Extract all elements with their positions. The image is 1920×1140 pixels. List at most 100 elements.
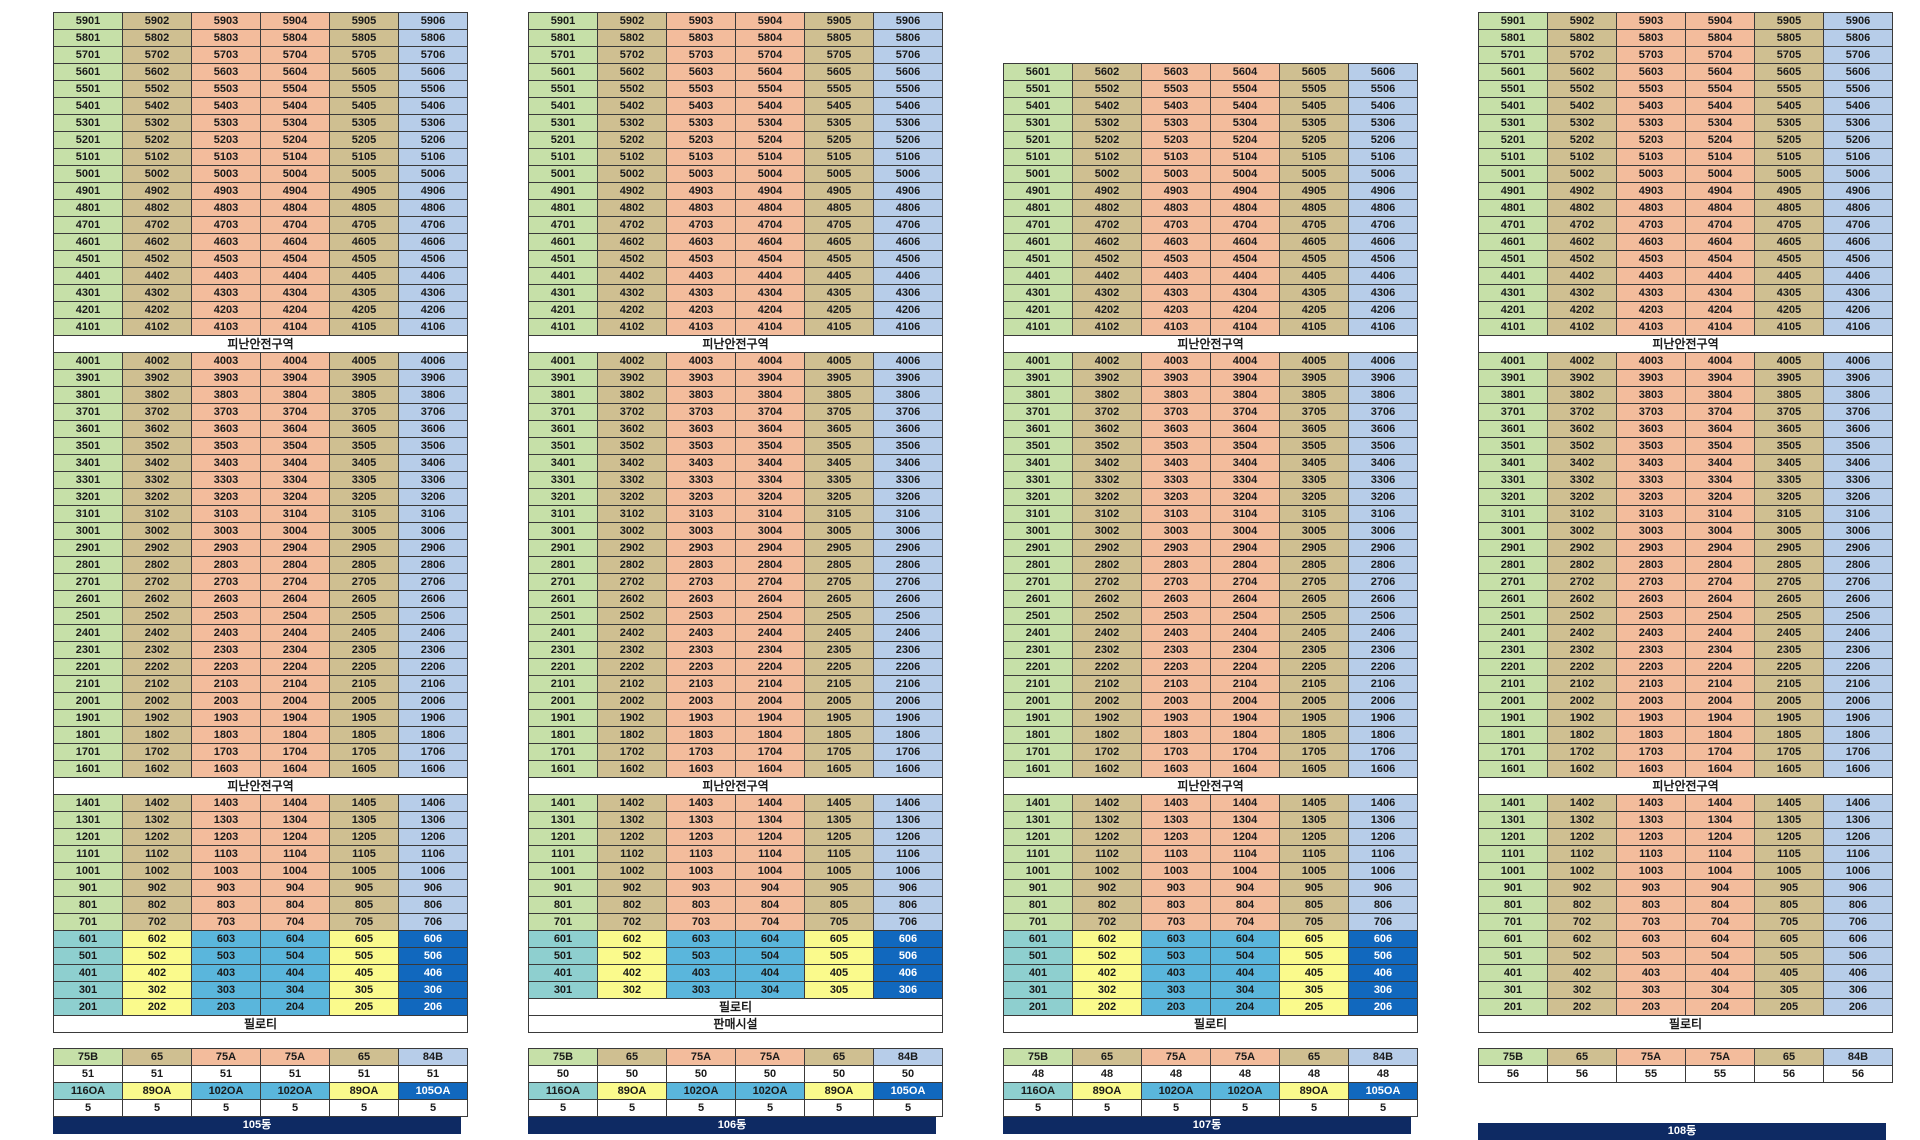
sub-count-cell: 5 bbox=[1072, 1099, 1142, 1117]
unit-cell: 4103 bbox=[191, 318, 261, 336]
floor-row: 3201 3202 3203 3204 3205 3206 bbox=[528, 488, 943, 506]
unit-cell: 5602 bbox=[1072, 63, 1142, 81]
unit-cell: 2105 bbox=[804, 675, 874, 693]
unit-cell: 3102 bbox=[1547, 505, 1617, 523]
unit-cell: 3405 bbox=[1754, 454, 1824, 472]
unit-cell: 5803 bbox=[666, 29, 736, 47]
unit-cell: 5206 bbox=[1823, 131, 1893, 149]
unit-cell: 504 bbox=[1210, 947, 1280, 965]
unit-cell: 3302 bbox=[1547, 471, 1617, 489]
unit-cell: 5906 bbox=[873, 12, 943, 30]
unit-cell: 3005 bbox=[329, 522, 399, 540]
unit-cell: 1304 bbox=[735, 811, 805, 829]
floor-row: 2101 2102 2103 2104 2105 2106 bbox=[528, 675, 943, 693]
unit-cell: 903 bbox=[1141, 879, 1211, 897]
unit-cell: 5702 bbox=[1547, 46, 1617, 64]
unit-cell: 504 bbox=[1685, 947, 1755, 965]
unit-cell: 503 bbox=[666, 947, 736, 965]
unit-cell: 4506 bbox=[1823, 250, 1893, 268]
unit-cell: 406 bbox=[398, 964, 468, 982]
unit-cell: 1103 bbox=[1141, 845, 1211, 863]
unit-cell: 1405 bbox=[804, 794, 874, 812]
unit-cell: 3503 bbox=[1141, 437, 1211, 455]
unit-cell: 4003 bbox=[191, 352, 261, 370]
unit-cell: 4403 bbox=[191, 267, 261, 285]
floor-row: 5901 5902 5903 5904 5905 5906 bbox=[1478, 12, 1893, 30]
unit-cell: 5105 bbox=[1754, 148, 1824, 166]
floor-row: 1201 1202 1203 1204 1205 1206 bbox=[1478, 828, 1893, 846]
unit-cell: 3504 bbox=[735, 437, 805, 455]
unit-cell: 3705 bbox=[804, 403, 874, 421]
unit-cell: 1704 bbox=[260, 743, 330, 761]
unit-cell: 1406 bbox=[398, 794, 468, 812]
unit-cell: 4305 bbox=[1279, 284, 1349, 302]
unit-cell: 803 bbox=[666, 896, 736, 914]
unit-cell: 2204 bbox=[260, 658, 330, 676]
unit-cell: 2605 bbox=[329, 590, 399, 608]
floor-row: 801 802 803 804 805 806 bbox=[1478, 896, 1893, 914]
unit-cell: 1106 bbox=[873, 845, 943, 863]
floor-row: 301 302 303 304 305 306 bbox=[528, 981, 943, 999]
floor-row: 2501 2502 2503 2504 2505 2506 bbox=[1478, 607, 1893, 625]
unit-cell: 5004 bbox=[735, 165, 805, 183]
unit-cell: 2302 bbox=[1547, 641, 1617, 659]
unit-cell: 203 bbox=[1141, 998, 1211, 1016]
floor-row: 4301 4302 4303 4304 4305 4306 bbox=[53, 284, 468, 302]
floor-row: 3101 3102 3103 3104 3105 3106 bbox=[528, 505, 943, 523]
unit-cell: 2501 bbox=[53, 607, 123, 625]
unit-cell: 4705 bbox=[804, 216, 874, 234]
unit-cell: 2803 bbox=[191, 556, 261, 574]
floor-row: 4901 4902 4903 4904 4905 4906 bbox=[53, 182, 468, 200]
unit-cell: 4704 bbox=[1685, 216, 1755, 234]
unit-cell: 5605 bbox=[1754, 63, 1824, 81]
unit-cell: 5104 bbox=[260, 148, 330, 166]
unit-cell: 2301 bbox=[1003, 641, 1073, 659]
floor-row: 2201 2202 2203 2204 2205 2206 bbox=[1003, 658, 1418, 676]
unit-cell: 2601 bbox=[1478, 590, 1548, 608]
unit-cell: 3506 bbox=[873, 437, 943, 455]
unit-cell: 706 bbox=[398, 913, 468, 931]
unit-cell: 301 bbox=[53, 981, 123, 999]
unit-cell: 502 bbox=[122, 947, 192, 965]
floor-row: 2601 2602 2603 2604 2605 2606 bbox=[53, 590, 468, 608]
refuge-zone-row-label: 피난안전구역 bbox=[1478, 335, 1893, 353]
unit-cell: 3704 bbox=[1210, 403, 1280, 421]
unit-cell: 2006 bbox=[1348, 692, 1418, 710]
unit-cell: 304 bbox=[1210, 981, 1280, 999]
unit-cell: 3103 bbox=[666, 505, 736, 523]
unit-cell: 1103 bbox=[191, 845, 261, 863]
unit-cell: 5105 bbox=[1279, 148, 1349, 166]
unit-count-cell: 50 bbox=[804, 1065, 874, 1083]
unit-cell: 1704 bbox=[1685, 743, 1755, 761]
unit-cell: 3106 bbox=[873, 505, 943, 523]
sub-type-cell: 89OA bbox=[597, 1082, 667, 1100]
unit-cell: 4406 bbox=[1348, 267, 1418, 285]
unit-cell: 1303 bbox=[666, 811, 736, 829]
floor-row: 4701 4702 4703 4704 4705 4706 bbox=[53, 216, 468, 234]
unit-cell: 1002 bbox=[122, 862, 192, 880]
unit-cell: 2102 bbox=[597, 675, 667, 693]
unit-cell: 1206 bbox=[398, 828, 468, 846]
unit-cell: 5006 bbox=[1348, 165, 1418, 183]
unit-cell: 4602 bbox=[1547, 233, 1617, 251]
unit-cell: 1403 bbox=[1616, 794, 1686, 812]
unit-type-cell: 65 bbox=[122, 1048, 192, 1066]
unit-count-cell: 48 bbox=[1141, 1065, 1211, 1083]
unit-count-row: 51 51 51 51 51 51 bbox=[53, 1065, 468, 1083]
unit-cell: 1001 bbox=[528, 862, 598, 880]
floor-row: 601 602 603 604 605 606 bbox=[1478, 930, 1893, 948]
floor-row: 3101 3102 3103 3104 3105 3106 bbox=[53, 505, 468, 523]
unit-cell: 4805 bbox=[1279, 199, 1349, 217]
unit-cell: 1104 bbox=[1210, 845, 1280, 863]
unit-cell: 1402 bbox=[1072, 794, 1142, 812]
unit-cell: 405 bbox=[1279, 964, 1349, 982]
unit-cell: 2702 bbox=[122, 573, 192, 591]
unit-cell: 5005 bbox=[1754, 165, 1824, 183]
floor-row: 4501 4502 4503 4504 4505 4506 bbox=[1478, 250, 1893, 268]
unit-cell: 5104 bbox=[735, 148, 805, 166]
unit-cell: 2206 bbox=[398, 658, 468, 676]
floor-row: 2101 2102 2103 2104 2105 2106 bbox=[53, 675, 468, 693]
unit-cell: 3702 bbox=[597, 403, 667, 421]
unit-cell: 5503 bbox=[191, 80, 261, 98]
unit-cell: 2502 bbox=[597, 607, 667, 625]
